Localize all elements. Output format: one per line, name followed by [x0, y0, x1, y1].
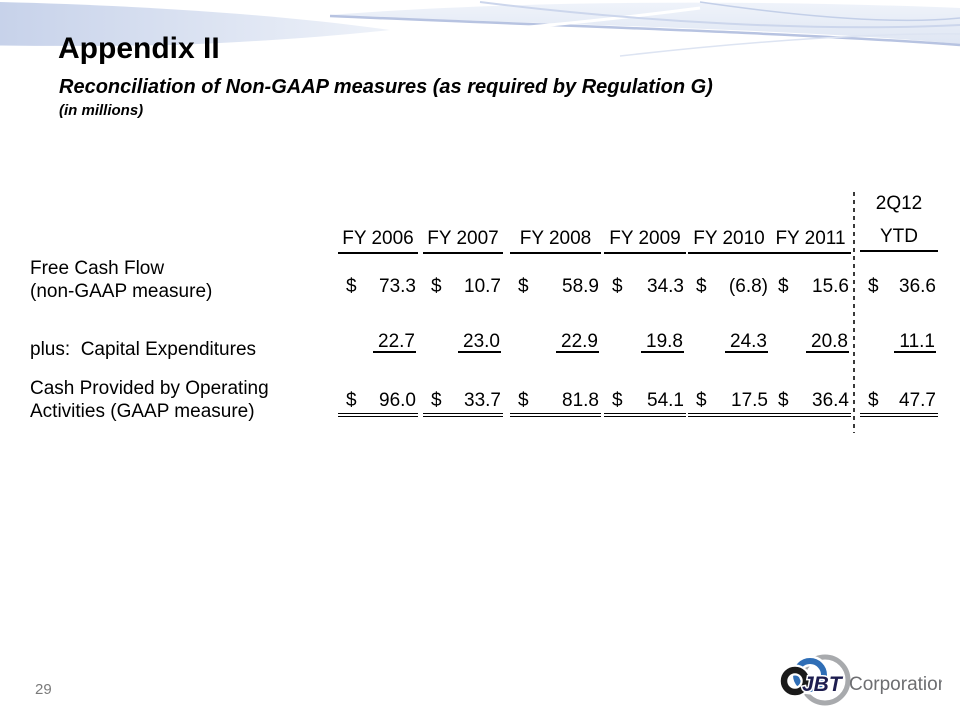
column-header-label: FY 2009 [609, 228, 681, 249]
value: 23.0 [458, 330, 501, 353]
column-header-fy2009: FY 2009 [604, 222, 686, 254]
row-label-free-cash-flow: Free Cash Flow (non-GAAP measure) [30, 258, 212, 303]
value-cell: $47.7 [860, 390, 938, 417]
value: 11.1 [894, 330, 936, 353]
value-cell: 24.3 [688, 330, 770, 353]
value: 81.8 [562, 390, 599, 411]
logo-jbt-text: JBT [802, 673, 844, 696]
top-swoosh-decoration [0, 0, 960, 58]
value: 17.5 [731, 390, 768, 411]
column-header-fy2006: FY 2006 [338, 222, 418, 254]
value: 34.3 [647, 276, 684, 297]
row-label-capital-expenditures: plus: Capital Expenditures [30, 339, 256, 362]
logo-black-ring [780, 666, 810, 696]
column-header-label: FY 2010 [693, 228, 765, 249]
page-title: Appendix II [58, 32, 220, 65]
slide-page-number: 29 [35, 681, 52, 698]
value: 36.4 [812, 390, 849, 411]
currency-symbol: $ [778, 276, 789, 297]
value: 54.1 [647, 390, 684, 411]
column-header-fy2011: FY 2011 [770, 222, 851, 254]
value-cell: $54.1 [604, 390, 686, 417]
row-label-cash-from-operations: Cash Provided by Operating Activities (G… [30, 378, 269, 423]
value: 33.7 [464, 390, 501, 411]
currency-symbol: $ [518, 276, 529, 297]
value: 47.7 [899, 390, 936, 411]
value-cell: $10.7 [423, 275, 503, 298]
units-note: (in millions) [59, 102, 144, 119]
currency-symbol: $ [696, 276, 707, 297]
value-cell: 11.1 [860, 330, 938, 353]
currency-symbol: $ [518, 390, 529, 411]
value-cell: $34.3 [604, 275, 686, 298]
value: 19.8 [641, 330, 684, 353]
value-cell: 22.9 [510, 330, 601, 353]
column-header-line1: 2Q12 [875, 193, 923, 214]
column-header-line2: YTD [880, 226, 918, 247]
column-header-fy2007: FY 2007 [423, 222, 503, 254]
currency-symbol: $ [868, 390, 879, 411]
reconciliation-table: FY 2006 FY 2007 FY 2008 FY 2009 FY 2010 … [30, 192, 938, 433]
value-cell: $17.5 [688, 390, 770, 417]
column-header-label: FY 2006 [342, 228, 414, 249]
value: 73.3 [379, 276, 416, 297]
currency-symbol: $ [868, 276, 879, 297]
currency-symbol: $ [696, 390, 707, 411]
value-cell: $81.8 [510, 390, 601, 417]
value: 58.9 [562, 276, 599, 297]
row-label-line1: Cash Provided by Operating [30, 378, 269, 399]
value: 20.8 [806, 330, 849, 353]
currency-symbol: $ [431, 390, 442, 411]
row-label-line2: Activities (GAAP measure) [30, 400, 255, 422]
value: 22.9 [556, 330, 599, 353]
value-cell: $58.9 [510, 275, 601, 298]
logo-corporation-text: Corporation [849, 674, 942, 695]
value-cell: 19.8 [604, 330, 686, 353]
value: 10.7 [464, 276, 501, 297]
currency-symbol: $ [778, 390, 789, 411]
jbt-corporation-logo: JBT Corporation [778, 654, 942, 706]
value: 22.7 [373, 330, 416, 353]
currency-symbol: $ [346, 390, 357, 411]
column-header-label: FY 2007 [427, 228, 499, 249]
value-cell: $36.6 [860, 275, 938, 298]
column-header-2q12-ytd: 2Q12 YTD [860, 192, 938, 252]
value: 36.6 [899, 276, 936, 297]
value-cell: $15.6 [770, 275, 851, 298]
row-label-line2: (non-GAAP measure) [30, 280, 213, 302]
currency-symbol: $ [431, 276, 442, 297]
value: 24.3 [725, 330, 768, 353]
currency-symbol: $ [612, 390, 623, 411]
value-cell: $36.4 [770, 390, 851, 417]
value: 96.0 [379, 390, 416, 411]
page-subtitle: Reconciliation of Non-GAAP measures (as … [59, 76, 713, 98]
value-cell: 20.8 [770, 330, 851, 353]
value-cell: $96.0 [338, 390, 418, 417]
currency-symbol: $ [346, 276, 357, 297]
row-label-line1: Free Cash Flow [30, 258, 165, 279]
column-header-label: FY 2008 [519, 228, 592, 249]
currency-symbol: $ [612, 276, 623, 297]
value-cell: $33.7 [423, 390, 503, 417]
value: (6.8) [728, 276, 768, 297]
value-cell: 23.0 [423, 330, 503, 353]
column-header-label: FY 2011 [775, 228, 846, 249]
row-label-line1: plus: Capital Expenditures [30, 339, 257, 360]
ytd-dashed-separator [853, 192, 855, 433]
column-header-fy2008: FY 2008 [510, 222, 601, 254]
column-header-fy2010: FY 2010 [688, 222, 770, 254]
value: 15.6 [812, 276, 849, 297]
value-cell: $73.3 [338, 275, 418, 298]
value-cell: $ (6.8) [688, 275, 770, 298]
value-cell: 22.7 [338, 330, 418, 353]
